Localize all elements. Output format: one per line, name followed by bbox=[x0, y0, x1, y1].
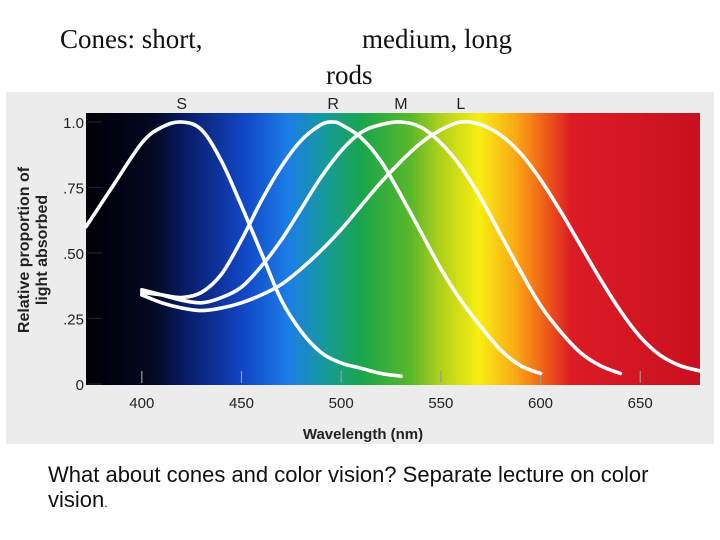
x-tick-label: 400 bbox=[129, 395, 154, 412]
heading-cones-short: Cones: short, bbox=[60, 24, 203, 54]
x-tick-label: 500 bbox=[329, 395, 354, 412]
series-line-m bbox=[140, 120, 623, 376]
y-tick-label: 0 bbox=[76, 377, 84, 394]
series-label-s: S bbox=[176, 96, 187, 113]
y-tick-label: .50 bbox=[63, 246, 84, 263]
y-axis-label-line2: light absorbed bbox=[34, 195, 51, 305]
series-label-r: R bbox=[327, 96, 339, 113]
y-tick-label: .25 bbox=[63, 312, 84, 329]
series-line-r bbox=[140, 120, 543, 376]
x-tick-label: 550 bbox=[428, 395, 453, 412]
series-label-l: L bbox=[456, 96, 465, 113]
x-tick-label: 450 bbox=[229, 395, 254, 412]
series-line-s bbox=[84, 120, 403, 378]
caption-text: What about cones and color vision? Separ… bbox=[48, 462, 649, 512]
series-line-l bbox=[140, 119, 702, 373]
heading-medium-long: medium, long bbox=[362, 24, 512, 54]
series-label-m: M bbox=[394, 96, 407, 113]
caption-period: . bbox=[104, 495, 108, 510]
heading-rods: rods bbox=[326, 60, 373, 90]
y-axis-label-line1: Relative proportion of bbox=[16, 166, 33, 333]
x-axis-label: Wavelength (nm) bbox=[303, 426, 423, 443]
y-tick-label: 1.0 bbox=[63, 115, 84, 132]
caption: What about cones and color vision? Separ… bbox=[48, 462, 688, 515]
spectrum-background bbox=[86, 113, 700, 385]
absorption-chart: 0 .25 .50 .75 1.0 400 450 500 550 600 650 Wavelengt… bbox=[6, 92, 714, 444]
absorption-chart-svg: 0 .25 .50 .75 1.0 400 450 500 550 600 650 Wavelengt… bbox=[16, 96, 702, 443]
y-tick-label: .75 bbox=[63, 181, 84, 198]
x-tick-label: 650 bbox=[628, 395, 653, 412]
x-tick-label: 600 bbox=[528, 395, 553, 412]
